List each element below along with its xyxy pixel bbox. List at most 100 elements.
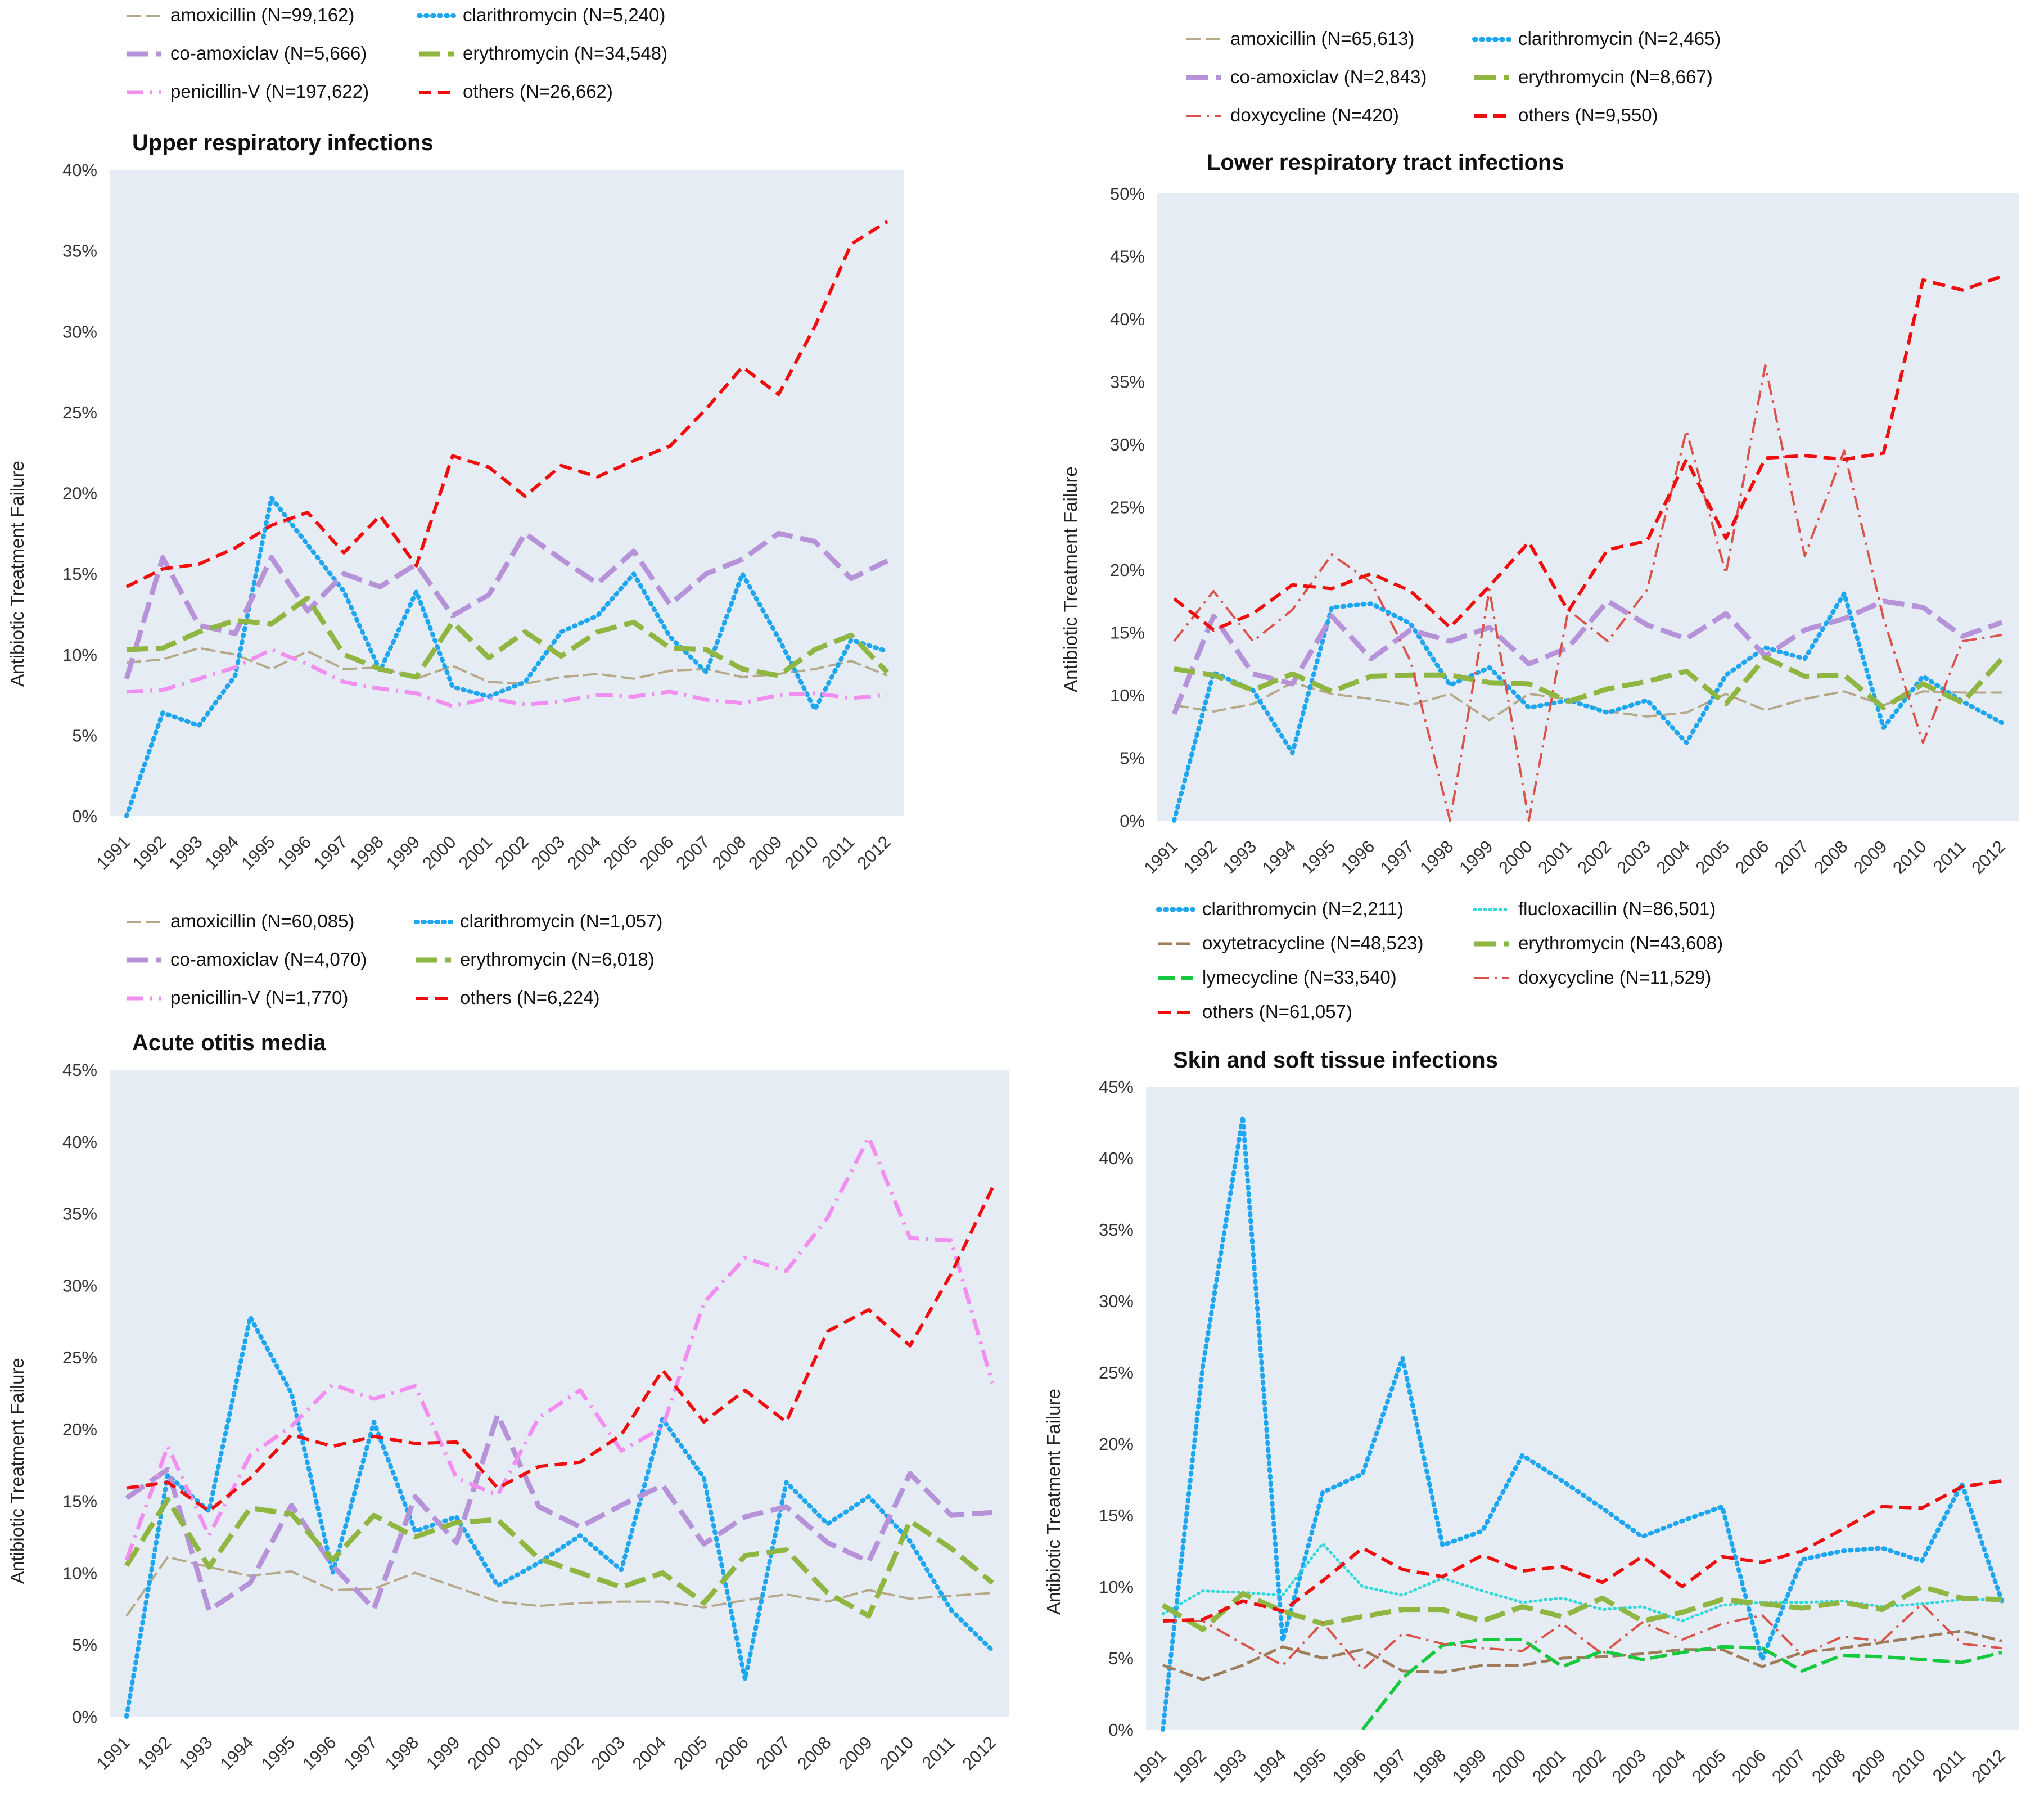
legend-label: doxycycline (N=11,529): [1518, 967, 1711, 988]
x-tick-label: 2006: [1731, 836, 1773, 878]
y-tick-label: 5%: [1108, 1649, 1134, 1668]
series-line-co-amoxiclav: [124, 530, 888, 680]
legend-label: co-amoxiclav (N=4,070): [170, 949, 367, 970]
y-tick-label: 30%: [1099, 1291, 1134, 1311]
y-tick-label: 15%: [1110, 623, 1145, 643]
x-tick-label: 1997: [1377, 836, 1418, 878]
x-tick-label: 2011: [818, 832, 859, 872]
y-tick-label: 25%: [1099, 1363, 1134, 1382]
y-tick-label: 45%: [1099, 1077, 1134, 1097]
chart-title: Acute otitis media: [132, 1030, 326, 1055]
x-tick-label: 1996: [1337, 836, 1379, 878]
x-tick-label: 2003: [527, 832, 569, 873]
chart-panel-2: Lower respiratory tract infections Antibi…: [1060, 28, 2019, 878]
x-tick-label: 1995: [237, 832, 279, 873]
x-tick-label: 2000: [418, 832, 460, 873]
x-tick-label: 2006: [1728, 1745, 1770, 1787]
x-tick-label: 1993: [165, 832, 206, 873]
y-tick-label: 40%: [62, 160, 97, 180]
series-line-erythromycin: [1174, 655, 2004, 710]
y-tick-label: 40%: [1099, 1149, 1134, 1168]
series-line-others: [126, 1187, 994, 1513]
legend-label: clarithromycin (N=2,465): [1518, 28, 1721, 49]
series-line-oxytetracycline: [1162, 1629, 2002, 1681]
y-axis-label: Antibiotic Treatment Failure: [1043, 1389, 1064, 1615]
y-tick-label: 20%: [62, 1420, 97, 1439]
x-tick-label: 2000: [463, 1732, 505, 1774]
x-tick-label: 2004: [629, 1732, 670, 1774]
x-tick-label: 1999: [1455, 836, 1497, 878]
x-tick-label: 1994: [1258, 836, 1300, 878]
x-tick-label: 2001: [455, 832, 497, 873]
legend-label: co-amoxiclav (N=2,843): [1230, 66, 1427, 87]
x-tick-label: 1992: [1180, 836, 1221, 878]
legend-label: clarithromycin (N=1,057): [460, 911, 662, 931]
series-line-amoxicillin: [125, 1556, 993, 1617]
x-tick-label: 2005: [1692, 836, 1734, 878]
legend-label: co-amoxiclav (N=5,666): [170, 43, 367, 64]
legend-label: erythromycin (N=43,608): [1518, 933, 1723, 953]
y-tick-label: 45%: [62, 1060, 97, 1080]
series-line-co-amoxiclav: [1171, 598, 2003, 715]
x-tick-label: 1999: [1449, 1745, 1490, 1787]
x-tick-label: 2008: [793, 1732, 835, 1774]
x-tick-label: 2001: [505, 1732, 547, 1774]
y-tick-label: 35%: [62, 241, 97, 261]
y-tick-label: 20%: [1110, 560, 1145, 580]
y-tick-label: 35%: [1110, 372, 1145, 392]
x-tick-label: 2002: [1573, 836, 1615, 878]
x-tick-label: 1998: [381, 1732, 423, 1774]
y-axis-label: Antibiotic Treatment Failure: [7, 1358, 28, 1584]
y-axis-label: Antibiotic Treatment Failure: [7, 461, 28, 687]
x-tick-label: 1997: [340, 1732, 381, 1774]
series-line-co-amoxiclav: [125, 1412, 993, 1613]
x-tick-label: 2004: [563, 832, 605, 873]
x-tick-label: 2006: [636, 832, 678, 873]
y-tick-label: 10%: [62, 645, 97, 665]
x-tick-label: 2009: [834, 1732, 876, 1774]
series-line-erythromycin: [1161, 1584, 2002, 1632]
x-tick-label: 2002: [546, 1732, 588, 1774]
series-line-clarithromycin: [124, 1314, 995, 1719]
x-tick-label: 1999: [422, 1732, 464, 1774]
x-tick-label: 1994: [216, 1732, 258, 1774]
x-tick-label: 1992: [129, 832, 170, 873]
plot-area: [1146, 1087, 2019, 1730]
y-tick-label: 25%: [62, 1348, 97, 1367]
y-tick-label: 20%: [62, 484, 97, 503]
x-tick-label: 2005: [599, 832, 641, 873]
x-tick-label: 1998: [1409, 1745, 1450, 1787]
series-line-others: [1162, 1479, 2002, 1623]
x-tick-label: 2007: [752, 1732, 794, 1774]
x-tick-label: 2008: [1810, 836, 1852, 878]
legend-label: erythromycin (N=8,667): [1518, 66, 1713, 87]
x-tick-label: 2009: [1848, 1745, 1889, 1787]
x-tick-label: 2001: [1528, 1745, 1570, 1787]
y-tick-label: 5%: [1120, 749, 1145, 768]
series-line-erythromycin: [126, 595, 890, 680]
y-tick-label: 20%: [1099, 1434, 1134, 1454]
y-tick-label: 25%: [62, 403, 97, 422]
x-tick-label: 2001: [1534, 836, 1576, 878]
legend-label: erythromycin (N=34,548): [463, 43, 667, 64]
x-tick-label: 2011: [1929, 836, 1970, 877]
x-tick-label: 2010: [876, 1732, 918, 1774]
legend-label: erythromycin (N=6,018): [460, 949, 655, 970]
y-tick-label: 0%: [1120, 811, 1145, 831]
x-tick-label: 1998: [346, 832, 387, 873]
x-tick-label: 2007: [672, 832, 714, 873]
y-tick-label: 10%: [62, 1563, 97, 1583]
legend: clarithromycin (N=2,211) flucloxacillin (…: [1156, 898, 1723, 1022]
x-tick-label: 1996: [274, 832, 315, 873]
x-tick-label: 2009: [1849, 836, 1891, 878]
x-tick-label: 2002: [491, 832, 533, 873]
legend-label: others (N=9,550): [1518, 105, 1658, 125]
x-tick-label: 1993: [175, 1732, 216, 1774]
x-tick-label: 2011: [918, 1732, 959, 1773]
x-tick-label: 2012: [853, 832, 895, 873]
plot-area: [110, 170, 904, 816]
y-tick-label: 40%: [1110, 309, 1145, 329]
x-tick-label: 1993: [1219, 836, 1261, 878]
legend-label: penicillin-V (N=1,770): [170, 987, 348, 1008]
